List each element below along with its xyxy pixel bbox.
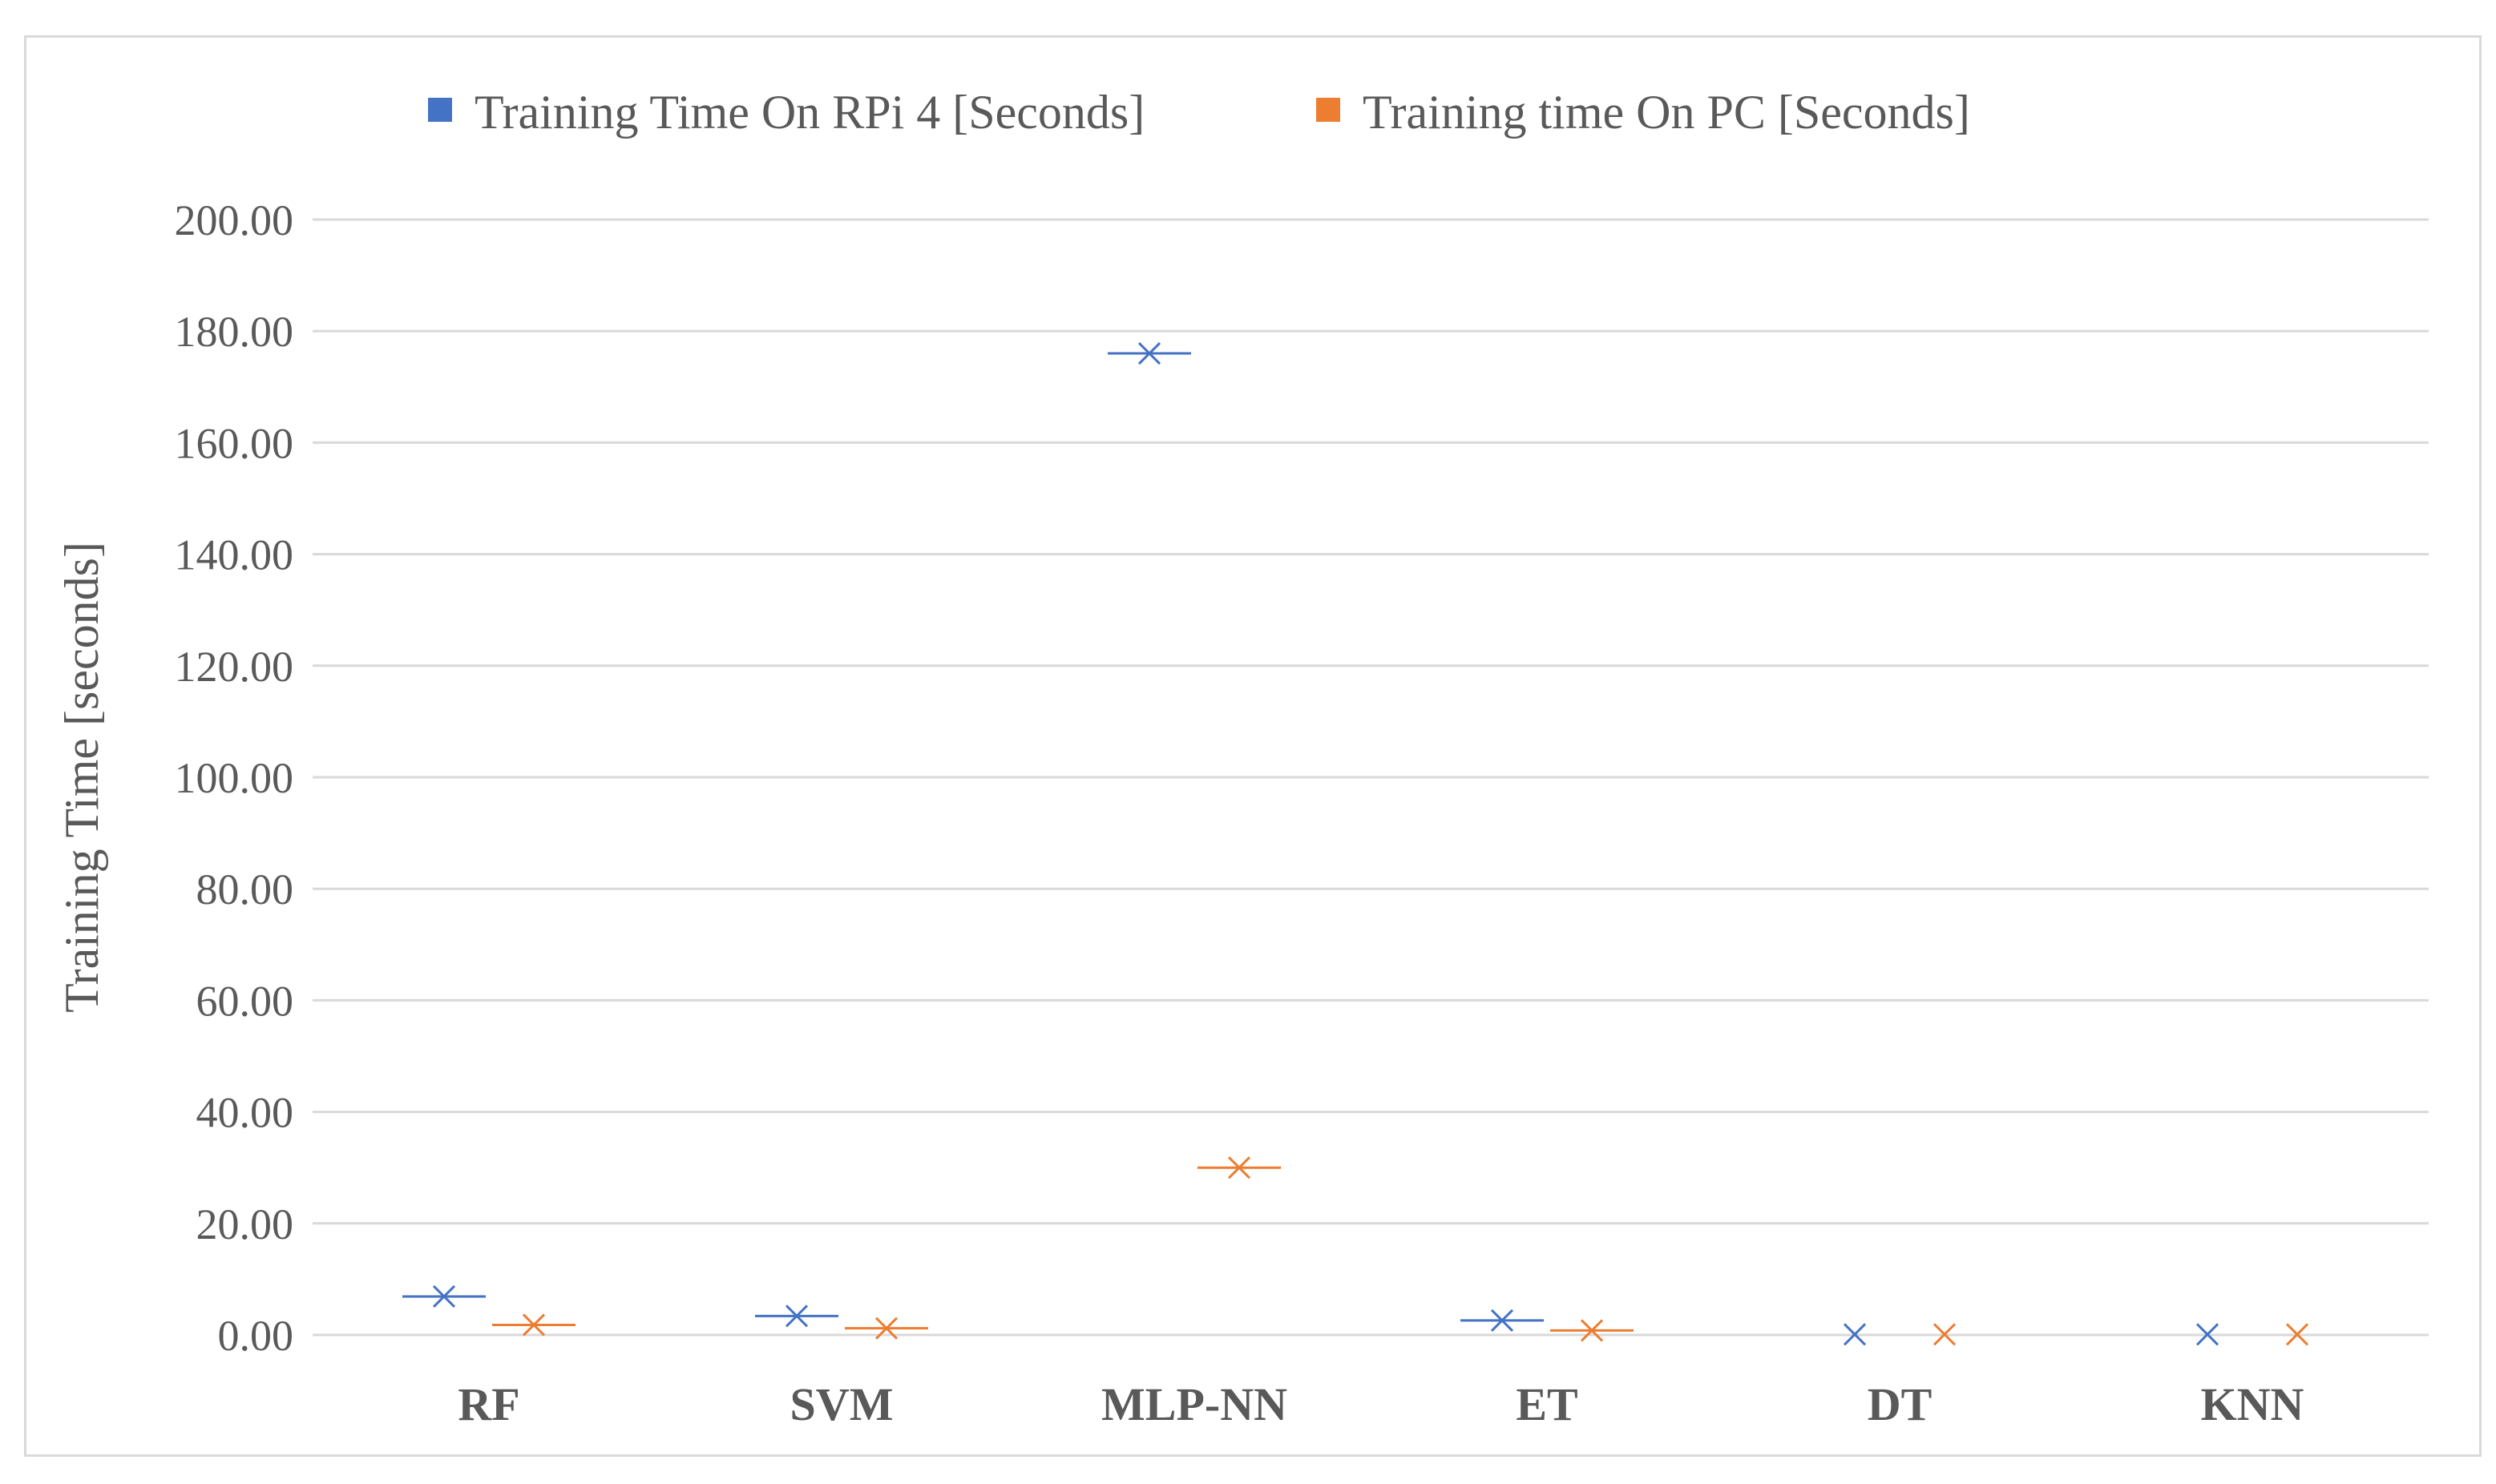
y-tick-label: 0.00 [218, 1312, 294, 1360]
data-point [1550, 1319, 1634, 1342]
data-point [492, 1313, 576, 1337]
data-point [2285, 1323, 2309, 1346]
y-tick-labels: 0.00 20.00 40.00 60.00 80.00 100.00 120.00 140.… [175, 196, 294, 1360]
point-cross [522, 1313, 546, 1337]
y-tick-label: 60.00 [196, 977, 294, 1025]
point-cross [2285, 1323, 2309, 1346]
point-cross [1490, 1309, 1514, 1332]
point-cross [1580, 1319, 1604, 1342]
data-point [2195, 1323, 2219, 1346]
y-tick-label: 160.00 [175, 419, 294, 467]
chart-frame [24, 35, 2482, 1457]
data-point [1108, 341, 1191, 365]
data-point [1460, 1309, 1544, 1332]
legend-label: Training Time On RPi 4 [Seconds] [475, 86, 1145, 139]
data-point [1843, 1323, 1867, 1346]
point-cross [1137, 341, 1161, 365]
x-category-label: SVM [790, 1378, 894, 1430]
data-point [1933, 1323, 1957, 1346]
x-category-label: DT [1868, 1378, 1933, 1430]
x-category-label: RF [458, 1378, 519, 1430]
y-tick-label: 40.00 [196, 1089, 294, 1137]
x-category-labels: RF SVM MLP-NN ET DT KNN [458, 1378, 2304, 1430]
point-cross [2195, 1323, 2219, 1346]
y-tick-label: 100.00 [175, 754, 294, 802]
point-cross [432, 1284, 456, 1309]
y-axis-title: Training Time [seconds] [55, 542, 108, 1013]
gridlines [313, 218, 2429, 1337]
point-cross [1933, 1323, 1957, 1346]
y-tick-label: 80.00 [196, 865, 294, 913]
x-category-label: KNN [2201, 1378, 2304, 1430]
legend-swatch [1316, 98, 1340, 122]
y-tick-label: 140.00 [175, 531, 294, 579]
x-category-label: MLP-NN [1101, 1378, 1287, 1430]
data-point [402, 1284, 486, 1309]
y-tick-label: 120.00 [175, 643, 294, 691]
data-point [755, 1305, 838, 1328]
y-tick-label: 200.00 [175, 196, 294, 244]
point-cross [1843, 1323, 1867, 1346]
legend: Training Time On RPi 4 [Seconds] Training… [428, 86, 1970, 139]
data-point [1198, 1156, 1281, 1180]
x-category-label: ET [1516, 1378, 1577, 1430]
y-tick-label: 180.00 [175, 308, 294, 356]
point-cross [785, 1305, 809, 1328]
data-marks [402, 341, 2309, 1346]
legend-swatch [428, 98, 452, 122]
point-cross [1227, 1156, 1251, 1180]
legend-label: Training time On PC [Seconds] [1363, 86, 1970, 139]
point-cross [874, 1317, 899, 1340]
data-point [845, 1317, 928, 1340]
y-tick-label: 20.00 [196, 1200, 294, 1248]
